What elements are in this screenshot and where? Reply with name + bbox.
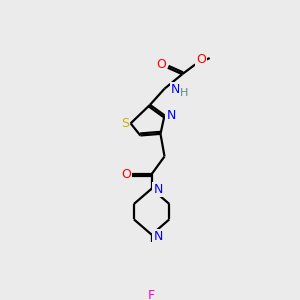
Text: O: O — [196, 53, 206, 66]
Text: O: O — [121, 168, 131, 181]
Text: H: H — [180, 88, 188, 98]
Text: O: O — [156, 58, 166, 71]
Text: N: N — [166, 109, 176, 122]
Text: N: N — [153, 183, 163, 196]
Text: N: N — [171, 83, 181, 96]
Text: F: F — [148, 290, 155, 300]
Text: N: N — [153, 230, 163, 243]
Text: S: S — [121, 117, 129, 130]
